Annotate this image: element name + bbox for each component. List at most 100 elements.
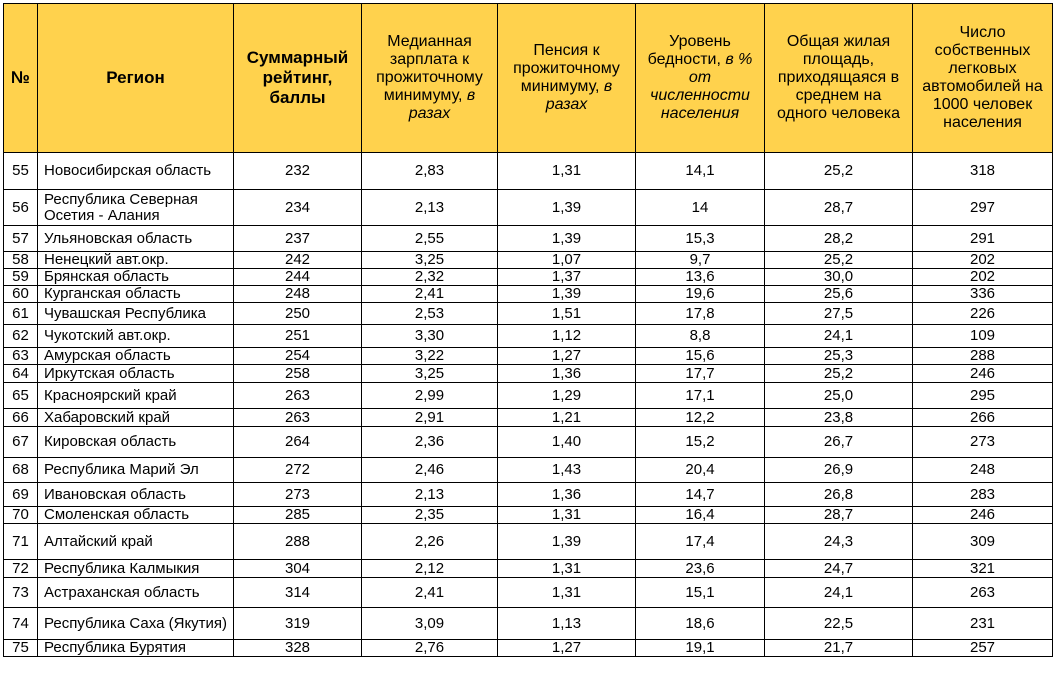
pension-value: 1,37 (497, 268, 636, 286)
region-name: Астраханская область (37, 577, 234, 608)
region-name: Республика Саха (Якутия) (37, 607, 234, 640)
region-name: Брянская область (37, 268, 234, 286)
poverty-value: 15,2 (635, 426, 765, 458)
row-number: 58 (3, 251, 38, 269)
rating-value: 251 (233, 324, 362, 348)
cars-value: 295 (912, 382, 1053, 409)
region-name: Республика Северная Осетия - Алания (37, 189, 234, 226)
header-poverty-main: Уровень бедности, (647, 33, 731, 68)
pension-value: 1,39 (497, 285, 636, 303)
table-row: 66 Хабаровский край 263 2,91 1,21 12,2 23,8 266 (3, 408, 1053, 427)
housing-value: 25,6 (764, 285, 913, 303)
table-row: 58 Ненецкий авт.окр. 242 3,25 1,07 9,7 25,2 202 (3, 251, 1053, 269)
table-row: 57 Ульяновская область 237 2,55 1,39 15,3 28,2… (3, 225, 1053, 252)
rating-value: 234 (233, 189, 362, 226)
header-row: № Регион Суммарный рейтинг, баллы Медиан… (3, 3, 1053, 153)
housing-value: 28,7 (764, 506, 913, 524)
pension-value: 1,27 (497, 639, 636, 657)
row-number: 73 (3, 577, 38, 608)
salary-value: 2,41 (361, 285, 498, 303)
housing-value: 25,3 (764, 347, 913, 365)
rating-value: 244 (233, 268, 362, 286)
housing-value: 25,0 (764, 382, 913, 409)
housing-value: 27,5 (764, 302, 913, 325)
poverty-value: 17,8 (635, 302, 765, 325)
row-number: 75 (3, 639, 38, 657)
region-name: Республика Марий Эл (37, 457, 234, 483)
pension-value: 1,51 (497, 302, 636, 325)
row-number: 55 (3, 152, 38, 190)
poverty-value: 16,4 (635, 506, 765, 524)
housing-value: 26,7 (764, 426, 913, 458)
header-salary-main: Медианная зарплата к прожиточному миниму… (376, 33, 483, 104)
header-cars: Число собственных легковых автомобилей н… (912, 3, 1053, 153)
rating-value: 232 (233, 152, 362, 190)
salary-value: 3,09 (361, 607, 498, 640)
poverty-value: 19,6 (635, 285, 765, 303)
rating-value: 263 (233, 408, 362, 427)
table-row: 55 Новосибирская область 232 2,83 1,31 14,1 25… (3, 152, 1053, 190)
region-name: Чувашская Республика (37, 302, 234, 325)
regions-ranking-table: № Регион Суммарный рейтинг, баллы Медиан… (3, 3, 1053, 657)
salary-value: 2,76 (361, 639, 498, 657)
housing-value: 24,1 (764, 577, 913, 608)
cars-value: 231 (912, 607, 1053, 640)
header-salary: Медианная зарплата к прожиточному миниму… (361, 3, 498, 153)
table-row: 63 Амурская область 254 3,22 1,27 15,6 25,3 288 (3, 347, 1053, 365)
table-row: 72 Республика Калмыкия 304 2,12 1,31 23,6 24,7… (3, 559, 1053, 578)
table-row: 68 Республика Марий Эл 272 2,46 1,43 20,4 26,9… (3, 457, 1053, 483)
table-row: 56 Республика Северная Осетия - Алания 234… (3, 189, 1053, 226)
poverty-value: 20,4 (635, 457, 765, 483)
salary-value: 2,55 (361, 225, 498, 252)
rating-value: 328 (233, 639, 362, 657)
poverty-value: 14,1 (635, 152, 765, 190)
housing-value: 24,1 (764, 324, 913, 348)
region-name: Ненецкий авт.окр. (37, 251, 234, 269)
salary-value: 2,83 (361, 152, 498, 190)
cars-value: 318 (912, 152, 1053, 190)
cars-value: 283 (912, 482, 1053, 507)
salary-value: 2,13 (361, 482, 498, 507)
poverty-value: 15,6 (635, 347, 765, 365)
cars-value: 246 (912, 364, 1053, 383)
region-name: Ульяновская область (37, 225, 234, 252)
housing-value: 30,0 (764, 268, 913, 286)
header-salary-unit: в разах (408, 87, 476, 122)
table-row: 73 Астраханская область 314 2,41 1,31 15,1 24,… (3, 577, 1053, 608)
pension-value: 1,39 (497, 189, 636, 226)
region-name: Курганская область (37, 285, 234, 303)
poverty-value: 9,7 (635, 251, 765, 269)
salary-value: 2,91 (361, 408, 498, 427)
pension-value: 1,31 (497, 559, 636, 578)
rating-value: 242 (233, 251, 362, 269)
rating-value: 237 (233, 225, 362, 252)
rating-value: 272 (233, 457, 362, 483)
cars-value: 297 (912, 189, 1053, 226)
housing-value: 28,2 (764, 225, 913, 252)
table-row: 69 Ивановская область 273 2,13 1,36 14,7 26,8 2… (3, 482, 1053, 507)
pension-value: 1,31 (497, 506, 636, 524)
salary-value: 3,22 (361, 347, 498, 365)
salary-value: 2,41 (361, 577, 498, 608)
table-row: 71 Алтайский край 288 2,26 1,39 17,4 24,3 309 (3, 523, 1053, 560)
row-number: 67 (3, 426, 38, 458)
rating-value: 285 (233, 506, 362, 524)
pension-value: 1,12 (497, 324, 636, 348)
cars-value: 291 (912, 225, 1053, 252)
rating-value: 273 (233, 482, 362, 507)
cars-value: 226 (912, 302, 1053, 325)
pension-value: 1,39 (497, 523, 636, 560)
pension-value: 1,40 (497, 426, 636, 458)
poverty-value: 13,6 (635, 268, 765, 286)
pension-value: 1,27 (497, 347, 636, 365)
header-housing: Общая жилая площадь, приходящаяся в сред… (764, 3, 913, 153)
region-name: Кировская область (37, 426, 234, 458)
table-row: 60 Курганская область 248 2,41 1,39 19,6 25,6 3… (3, 285, 1053, 303)
pension-value: 1,36 (497, 364, 636, 383)
table-row: 59 Брянская область 244 2,32 1,37 13,6 30,0 202 (3, 268, 1053, 286)
rating-value: 250 (233, 302, 362, 325)
rating-value: 319 (233, 607, 362, 640)
salary-value: 2,99 (361, 382, 498, 409)
housing-value: 24,3 (764, 523, 913, 560)
housing-value: 26,9 (764, 457, 913, 483)
